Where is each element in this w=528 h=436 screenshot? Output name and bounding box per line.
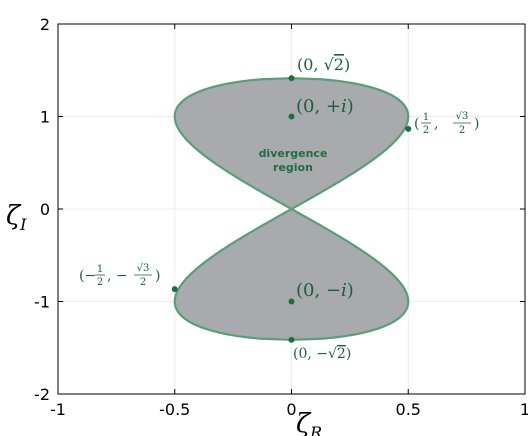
- annotation-minus-i: (0, −i): [296, 280, 354, 301]
- point-2: [405, 125, 412, 132]
- annotations: (0, √2) (0, +i) ( 1 2 , √3 2 ) (− 1 2 , …: [79, 55, 479, 362]
- svg-text:,: ,: [434, 116, 438, 132]
- point-0: [288, 75, 295, 82]
- axis-ticks: [57, 23, 526, 395]
- y-tick-label-0: -2: [34, 385, 50, 404]
- svg-text:2: 2: [97, 277, 103, 288]
- svg-text:2: 2: [140, 277, 146, 288]
- x-tick-label-2: 0: [286, 400, 296, 419]
- x-tick-label-1: -0.5: [159, 400, 190, 419]
- x-tick-label-0: -1: [50, 400, 66, 419]
- point-3: [171, 286, 178, 293]
- points: [171, 75, 412, 343]
- svg-text:1: 1: [423, 112, 429, 123]
- svg-text:√3: √3: [137, 263, 150, 274]
- svg-text:2: 2: [423, 125, 429, 136]
- svg-text:2: 2: [459, 125, 465, 136]
- annotation-half-sqrt3-over-2: ( 1 2 , √3 2 ): [414, 111, 479, 136]
- region-label-line1: divergence: [259, 147, 328, 160]
- svg-text:, −: , −: [107, 268, 128, 284]
- x-tick-label-4: 1: [520, 400, 528, 419]
- y-tick-label-3: 1: [40, 108, 50, 127]
- svg-text:1: 1: [97, 264, 103, 275]
- annotation-sqrt2: (0, √2): [297, 55, 350, 74]
- annotation-neg-sqrt2: (0, −√2): [293, 346, 351, 362]
- y-tick-label-1: -1: [34, 293, 50, 312]
- y-tick-label-4: 2: [40, 15, 50, 34]
- point-4: [288, 298, 295, 305]
- svg-text:): ): [155, 268, 160, 284]
- annotation-neg-half-neg-sqrt3-over-2: (− 1 2 , − √3 2 ): [79, 263, 160, 288]
- annotation-plus-i: (0, +i): [296, 96, 354, 117]
- x-tick-label-3: 0.5: [396, 400, 421, 419]
- svg-text:√3: √3: [456, 111, 469, 122]
- region-label-line2: region: [273, 161, 313, 174]
- region-label: divergence region: [259, 147, 328, 174]
- svg-text:(−: (−: [79, 268, 96, 284]
- svg-text:(: (: [414, 116, 419, 132]
- point-1: [288, 113, 295, 120]
- y-tick-label-2: 0: [40, 200, 50, 219]
- x-axis-label: ζR: [296, 409, 322, 436]
- y-axis-label: ζI: [6, 201, 27, 234]
- point-5: [288, 336, 295, 343]
- svg-text:): ): [474, 116, 479, 132]
